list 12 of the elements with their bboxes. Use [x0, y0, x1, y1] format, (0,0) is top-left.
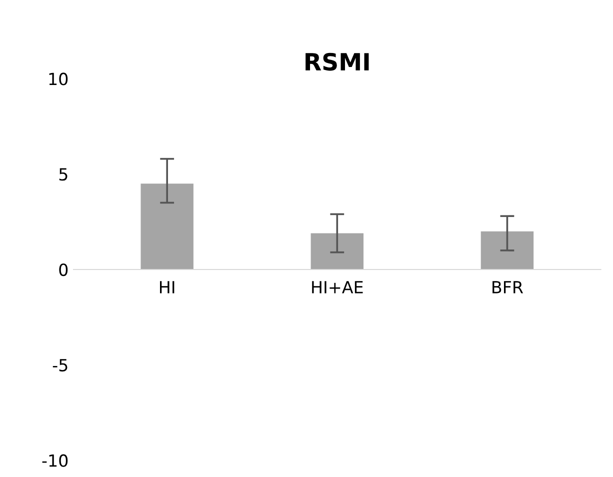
y-tick-label: 0 [59, 263, 68, 276]
x-tick-label: HI+AE [312, 281, 363, 294]
y-tick-label: 10 [49, 72, 68, 86]
bar [480, 231, 534, 270]
y-tick-label: -5 [52, 359, 68, 372]
x-tick-label: BFR [492, 281, 524, 294]
bar [310, 233, 364, 270]
y-tick-label: -10 [42, 454, 68, 467]
y-tick-label: 5 [59, 168, 68, 181]
bar [140, 184, 194, 270]
x-tick-label: HI [160, 281, 174, 294]
chart-title: RSMI [306, 52, 369, 71]
